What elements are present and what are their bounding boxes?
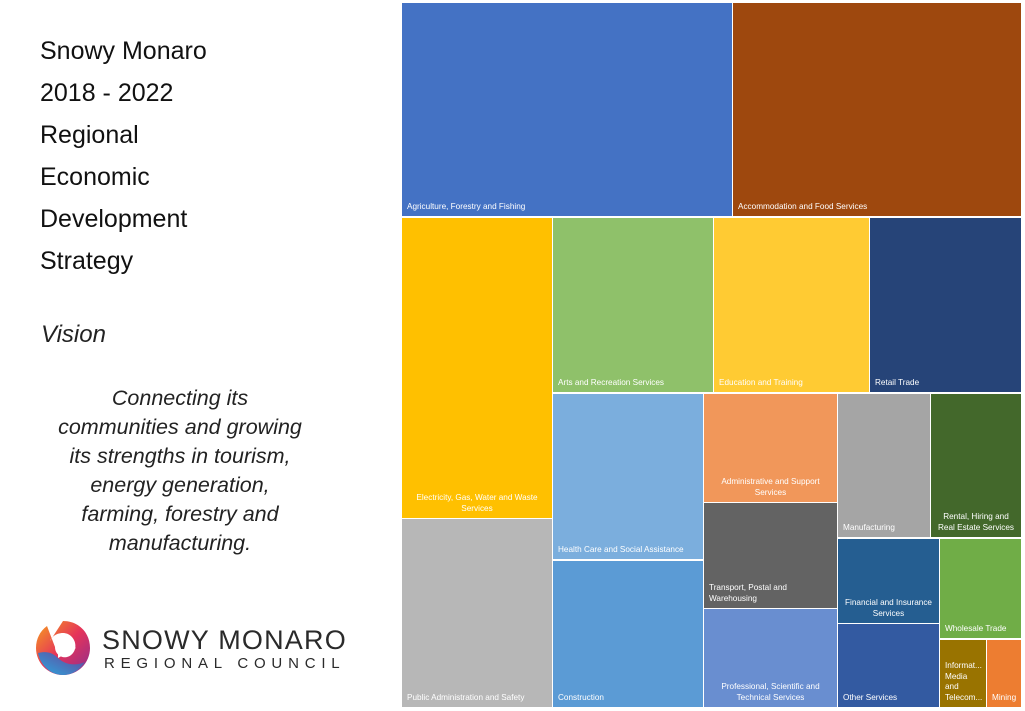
treemap-tile-label: Electricity, Gas, Water and Waste Servic… <box>416 493 538 513</box>
treemap-tile-label: Retail Trade <box>875 377 920 387</box>
vision-line: manufacturing. <box>108 531 252 555</box>
treemap-tile[interactable]: Education and Training <box>714 218 869 392</box>
treemap-tile[interactable]: Public Administration and Safety <box>402 519 552 707</box>
treemap-tile-label: Financial and Insurance Services <box>845 598 932 618</box>
treemap-tile-label: Other Services <box>843 692 898 702</box>
treemap-tile-label: Mining <box>992 692 1017 702</box>
treemap-tile[interactable]: Professional, Scientific and Technical S… <box>704 609 837 707</box>
treemap-tile-label: Accommodation and Food Services <box>738 201 868 211</box>
title-line-2: 2018 - 2022 <box>40 79 174 107</box>
treemap-tile[interactable]: Transport, Postal and Warehousing <box>704 503 837 608</box>
title-line-3: Regional <box>40 121 139 149</box>
treemap-tile-label: Wholesale Trade <box>945 623 1007 633</box>
treemap-tile[interactable]: Wholesale Trade <box>940 539 1021 638</box>
treemap-tile-label: Public Administration and Safety <box>407 692 525 702</box>
treemap-tile-label: Arts and Recreation Services <box>558 377 665 387</box>
treemap-tile[interactable]: Construction <box>553 561 703 707</box>
treemap-tile-label: Professional, Scientific and Technical S… <box>721 682 820 702</box>
vision-statement: Connecting its communities and growing i… <box>30 384 330 558</box>
info-panel: Snowy Monaro 2018 - 2022 Regional Econom… <box>0 0 400 711</box>
treemap-tile-label: Health Care and Social Assistance <box>558 544 684 554</box>
treemap-tile-label: Administrative and Support Services <box>721 477 820 497</box>
treemap-tile[interactable]: Agriculture, Forestry and Fishing <box>402 3 732 216</box>
treemap-tile[interactable]: Financial and Insurance Services <box>838 539 939 623</box>
treemap-tile-label: Informat... Media and Telecom... <box>945 661 983 702</box>
title-line-4: Economic <box>40 163 150 191</box>
vision-line: energy generation, <box>90 473 270 497</box>
vision-label: Vision <box>41 321 106 348</box>
treemap-tile-label: Construction <box>558 692 604 702</box>
council-logo: SNOWY MONARO REGIONAL COUNCIL <box>32 617 362 679</box>
title-line-6: Strategy <box>40 247 134 275</box>
treemap-tile[interactable]: Manufacturing <box>838 394 930 537</box>
treemap-tile[interactable]: Retail Trade <box>870 218 1021 392</box>
vision-line: its strengths in tourism, <box>69 444 291 468</box>
treemap-tile[interactable]: Administrative and Support Services <box>704 394 837 502</box>
treemap-tile[interactable]: Arts and Recreation Services <box>553 218 713 392</box>
council-logo-mark-icon <box>36 621 90 675</box>
council-subtitle: REGIONAL COUNCIL <box>104 655 346 672</box>
treemap-tile-label: Education and Training <box>719 377 803 387</box>
vision-line: farming, forestry and <box>81 502 279 526</box>
treemap-tile[interactable]: Rental, Hiring and Real Estate Services <box>931 394 1021 537</box>
treemap-tile[interactable]: Accommodation and Food Services <box>733 3 1021 216</box>
council-name: SNOWY MONARO <box>102 625 347 655</box>
industry-treemap: Agriculture, Forestry and Fishing Accommo… <box>400 0 1025 711</box>
treemap-tile-label: Agriculture, Forestry and Fishing <box>407 201 526 211</box>
treemap-tile[interactable]: Informat... Media and Telecom... <box>940 640 986 707</box>
title-line-1: Snowy Monaro <box>40 37 207 65</box>
title-line-5: Development <box>40 205 188 233</box>
treemap-tile-label: Manufacturing <box>843 522 895 532</box>
treemap-tile[interactable]: Health Care and Social Assistance <box>553 394 703 559</box>
treemap-tile-label: Rental, Hiring and Real Estate Services <box>938 512 1014 532</box>
treemap-tile[interactable]: Other Services <box>838 624 939 707</box>
treemap-tile[interactable]: Electricity, Gas, Water and Waste Servic… <box>402 218 552 518</box>
vision-line: Connecting its <box>111 386 249 410</box>
treemap-tile-label: Transport, Postal and Warehousing <box>709 583 787 603</box>
vision-line: communities and growing <box>58 415 302 439</box>
treemap-tile[interactable]: Mining <box>987 640 1021 707</box>
